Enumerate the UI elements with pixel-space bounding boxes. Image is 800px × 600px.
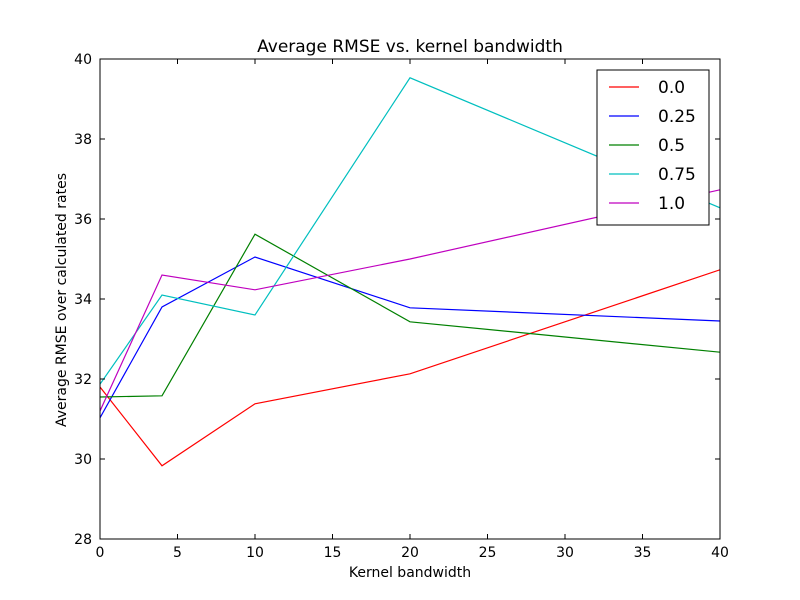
x-tick-label: 30	[556, 545, 574, 561]
axis-ticks: 0 5 10 15 20 25 30 35 40 28 30 32 34 36 38 40	[74, 52, 729, 561]
y-tick-label: 38	[74, 132, 92, 148]
x-tick-label: 20	[401, 545, 419, 561]
y-tick-label: 36	[74, 212, 92, 228]
series-lines	[100, 77, 720, 467]
legend: 0.0 0.25 0.5 0.75 1.0	[596, 69, 710, 226]
legend-label-0: 0.0	[658, 78, 685, 98]
y-tick-label: 28	[74, 532, 92, 548]
chart-title: Average RMSE vs. kernel bandwidth	[257, 37, 563, 57]
x-tick-label: 5	[173, 545, 182, 561]
series-line-0	[100, 269, 720, 467]
y-axis-label: Average RMSE over calculated rates	[54, 173, 70, 427]
legend-label-2: 0.5	[658, 136, 685, 156]
series-line-1	[100, 256, 720, 419]
legend-label-1: 0.25	[658, 107, 696, 127]
x-tick-label: 10	[246, 545, 264, 561]
x-tick-label: 0	[96, 545, 105, 561]
x-tick-label: 15	[324, 545, 342, 561]
y-tick-label: 32	[74, 372, 92, 388]
series-line-4	[100, 189, 720, 412]
x-tick-label: 25	[479, 545, 497, 561]
y-tick-label: 30	[74, 452, 92, 468]
legend-label-4: 1.0	[658, 194, 685, 214]
x-tick-label: 40	[711, 545, 729, 561]
x-axis-label: Kernel bandwidth	[349, 565, 471, 581]
x-tick-label: 35	[634, 545, 652, 561]
legend-box	[596, 69, 710, 226]
series-line-2	[100, 233, 720, 398]
series-line-3	[100, 77, 720, 385]
y-tick-label: 34	[74, 292, 92, 308]
legend-label-3: 0.75	[658, 165, 696, 185]
y-tick-label: 40	[74, 52, 92, 68]
